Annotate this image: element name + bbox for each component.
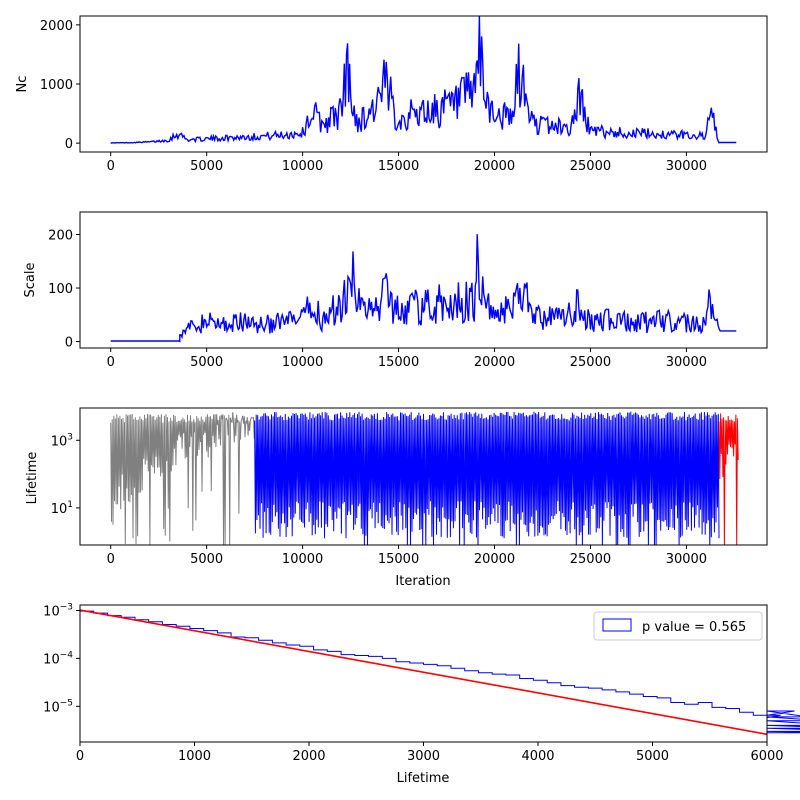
y-tick-label: 2000 xyxy=(40,19,73,34)
x-tick-label: 20000 xyxy=(474,355,515,370)
nc-ylabel: Nc xyxy=(15,76,30,93)
histogram-plot-area xyxy=(79,609,800,736)
scale-ticks: 0 5000 10000 15000 20000 25000 30000 0 100 200 xyxy=(48,228,707,370)
x-tick-label: 4000 xyxy=(521,749,554,764)
legend-swatch xyxy=(602,618,632,632)
lifetime-series-line xyxy=(254,411,720,545)
x-tick-label: 10000 xyxy=(282,159,323,174)
x-tick-label: 20000 xyxy=(474,159,515,174)
x-tick-label: 5000 xyxy=(190,552,223,567)
x-tick-label: 6000 xyxy=(750,749,783,764)
y-tick-label: 200 xyxy=(48,228,73,243)
x-tick-label: 1000 xyxy=(178,749,211,764)
y-tick-label: 10−3 xyxy=(43,602,73,619)
x-tick-label: 25000 xyxy=(570,552,611,567)
x-tick-label: 0 xyxy=(107,552,115,567)
x-tick-label: 25000 xyxy=(570,355,611,370)
scale-ylabel: Scale xyxy=(23,263,38,298)
x-tick-label: 5000 xyxy=(636,749,669,764)
scale-subplot: 0 5000 10000 15000 20000 25000 30000 0 100 200 Sc… xyxy=(23,211,768,370)
series-line xyxy=(110,15,737,144)
histogram-ticks: 0 1000 2000 3000 4000 5000 6000 10−5 10−4 10−3 xyxy=(43,602,783,764)
histogram-step xyxy=(80,610,800,734)
x-tick-label: 20000 xyxy=(474,552,515,567)
series-line xyxy=(110,234,737,343)
x-tick-label: 15000 xyxy=(378,355,419,370)
lifetime-series-line xyxy=(718,413,739,545)
lifetime-xlabel: Lifetime xyxy=(397,771,450,786)
y-tick-label: 101 xyxy=(51,500,73,517)
x-tick-label: 15000 xyxy=(378,159,419,174)
lifetime-plot-area xyxy=(110,411,739,545)
x-tick-label: 10000 xyxy=(282,552,323,567)
lifetime-traces xyxy=(110,411,739,545)
y-tick-label: 100 xyxy=(48,282,73,297)
lifetime-series-line xyxy=(110,412,255,545)
scale-axes-frame xyxy=(79,211,768,349)
y-tick-label: 0 xyxy=(65,137,73,152)
histogram-subplot: 0 1000 2000 3000 4000 5000 6000 10−5 10−4 10−3 Li… xyxy=(43,602,800,786)
nc-ticks: 0 5000 10000 15000 20000 25000 30000 0 1000 2000 xyxy=(40,19,707,174)
iteration-xlabel: Iteration xyxy=(395,574,450,589)
legend: p value = 0.565 xyxy=(593,611,763,641)
x-tick-label: 5000 xyxy=(190,355,223,370)
lifetime-ticks: 0 5000 10000 15000 20000 25000 30000 101 103 xyxy=(51,432,707,567)
x-tick-label: 30000 xyxy=(666,159,707,174)
nc-plot-area xyxy=(110,15,737,144)
x-tick-label: 0 xyxy=(107,159,115,174)
x-tick-label: 0 xyxy=(107,355,115,370)
fit-line xyxy=(79,609,768,736)
x-tick-label: 25000 xyxy=(570,159,611,174)
scale-plot-area xyxy=(110,234,737,343)
y-tick-label: 0 xyxy=(65,336,73,351)
legend-label: p value = 0.565 xyxy=(642,620,746,635)
x-tick-label: 30000 xyxy=(666,355,707,370)
y-tick-label: 10−5 xyxy=(43,698,73,715)
x-tick-label: 10000 xyxy=(282,355,323,370)
nc-subplot: 0 5000 10000 15000 20000 25000 30000010002000 … xyxy=(15,15,768,174)
x-tick-label: 3000 xyxy=(407,749,440,764)
legend-box xyxy=(593,611,763,641)
y-tick-label: 103 xyxy=(51,432,73,449)
x-tick-label: 0 xyxy=(76,749,84,764)
x-tick-label: 2000 xyxy=(292,749,325,764)
x-tick-label: 5000 xyxy=(190,159,223,174)
lifetime-ylabel: Lifetime xyxy=(25,452,40,505)
nc-axes-frame xyxy=(79,15,768,153)
y-tick-label: 1000 xyxy=(40,78,73,93)
y-tick-label: 10−4 xyxy=(43,650,73,667)
lifetime-subplot: 0 5000 10000 15000 20000 25000 30000 101 103 Lif… xyxy=(25,407,768,589)
x-tick-label: 15000 xyxy=(378,552,419,567)
x-tick-label: 30000 xyxy=(666,552,707,567)
lifetime-axes-frame xyxy=(79,407,768,546)
